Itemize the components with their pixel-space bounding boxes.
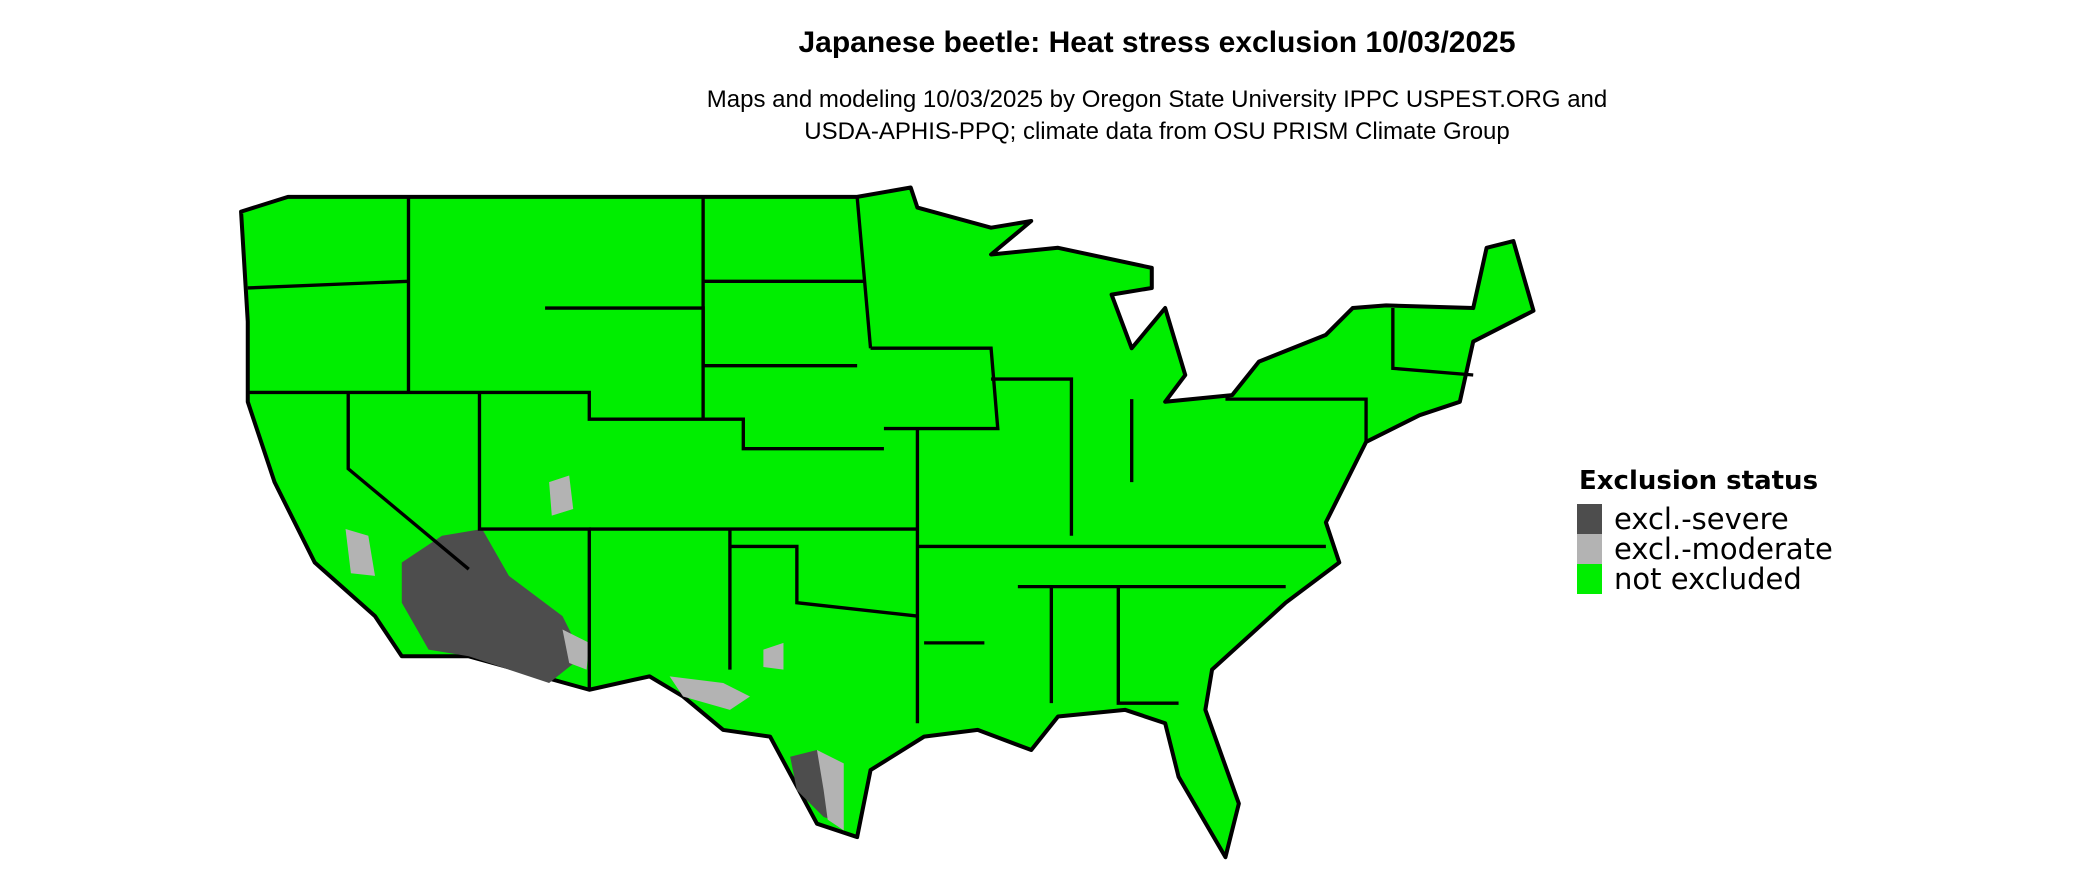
legend-label: not excluded [1614,562,1802,596]
legend-swatch-severe [1577,504,1602,534]
excl-moderate-areas [345,475,844,831]
map-subtitle-line2: USDA-APHIS-PPQ; climate data from OSU PR… [804,118,1510,145]
legend-item-not-excluded: not excluded [1577,562,1833,596]
legend: Exclusion status excl.-severe excl.-mode… [1577,466,1833,596]
legend-swatch-not-excluded [1577,564,1602,594]
legend-title: Exclusion status [1579,466,1819,496]
conus-land [239,185,1536,860]
state-borders [247,196,1474,724]
map-title: Japanese beetle: Heat stress exclusion 1… [798,26,1516,59]
legend-label: excl.-severe [1614,502,1789,536]
map-subtitle-line1: Maps and modeling 10/03/2025 by Oregon S… [706,86,1608,113]
legend-label: excl.-moderate [1614,532,1833,566]
legend-swatch-moderate [1577,534,1602,564]
legend-item-moderate: excl.-moderate [1577,532,1833,566]
legend-item-severe: excl.-severe [1577,502,1833,536]
